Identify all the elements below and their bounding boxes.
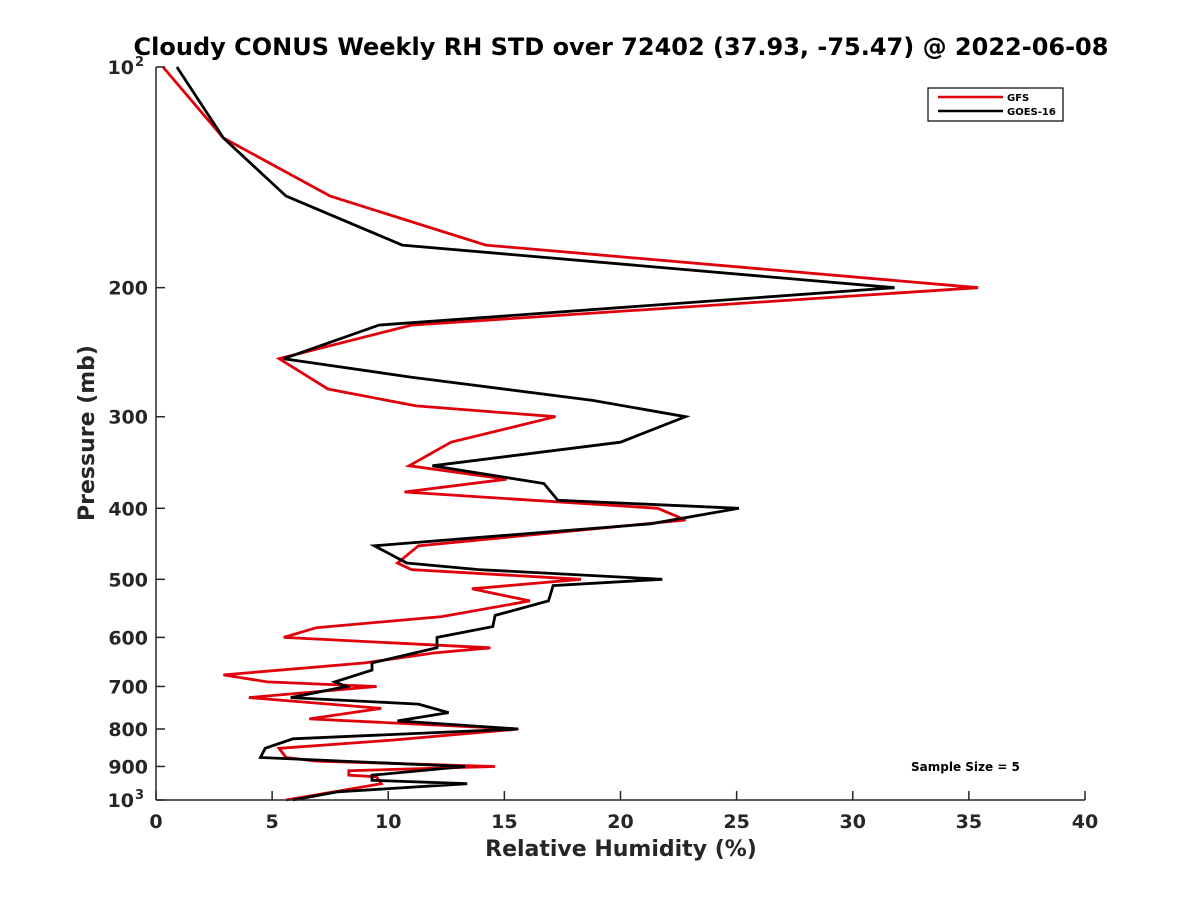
x-tick-label: 40 bbox=[1072, 811, 1098, 833]
legend-box bbox=[927, 87, 1064, 122]
y-tick-label: 700 bbox=[108, 676, 148, 698]
y-tick-label-exponent: 3 bbox=[135, 788, 144, 803]
x-axis-label: Relative Humidity (%) bbox=[485, 837, 757, 862]
y-tick-label: 10 bbox=[108, 790, 134, 812]
legend-label-goes16: GOES-16 bbox=[1007, 107, 1056, 118]
chart-title: Cloudy CONUS Weekly RH STD over 72402 (3… bbox=[134, 33, 1109, 61]
y-axis-label: Pressure (mb) bbox=[75, 345, 100, 521]
x-tick-label: 5 bbox=[266, 811, 279, 833]
y-tick-label: 600 bbox=[108, 627, 148, 649]
y-tick-label: 900 bbox=[108, 756, 148, 778]
series-line-goes16 bbox=[175, 66, 895, 802]
y-tick-label: 400 bbox=[108, 498, 148, 520]
series-layer bbox=[161, 66, 979, 802]
y-tick-label: 500 bbox=[108, 569, 148, 591]
legend: GFS GOES-16 bbox=[927, 87, 1064, 122]
x-tick-label: 35 bbox=[956, 811, 982, 833]
x-tick-label: 0 bbox=[149, 811, 162, 833]
x-tick-label: 15 bbox=[491, 811, 517, 833]
x-axis-ticks: 0 5 10 15 20 25 30 35 40 bbox=[149, 791, 1098, 833]
x-tick-label: 10 bbox=[375, 811, 401, 833]
legend-label-gfs: GFS bbox=[1007, 93, 1029, 104]
y-tick-label-exponent: 2 bbox=[135, 55, 144, 70]
sample-size-annotation: Sample Size = 5 bbox=[911, 760, 1020, 774]
x-tick-label: 25 bbox=[723, 811, 749, 833]
y-tick-label: 200 bbox=[108, 278, 148, 300]
axes-background bbox=[156, 67, 1085, 800]
y-tick-label: 10 bbox=[108, 57, 134, 79]
y-tick-label: 800 bbox=[108, 719, 148, 741]
plot-area: 0 5 10 15 20 25 30 35 40 10 220030040050060070080… bbox=[108, 55, 1099, 833]
series-line-gfs bbox=[161, 66, 979, 802]
x-tick-label: 20 bbox=[607, 811, 633, 833]
x-tick-label: 30 bbox=[840, 811, 866, 833]
y-tick-label: 300 bbox=[108, 407, 148, 429]
